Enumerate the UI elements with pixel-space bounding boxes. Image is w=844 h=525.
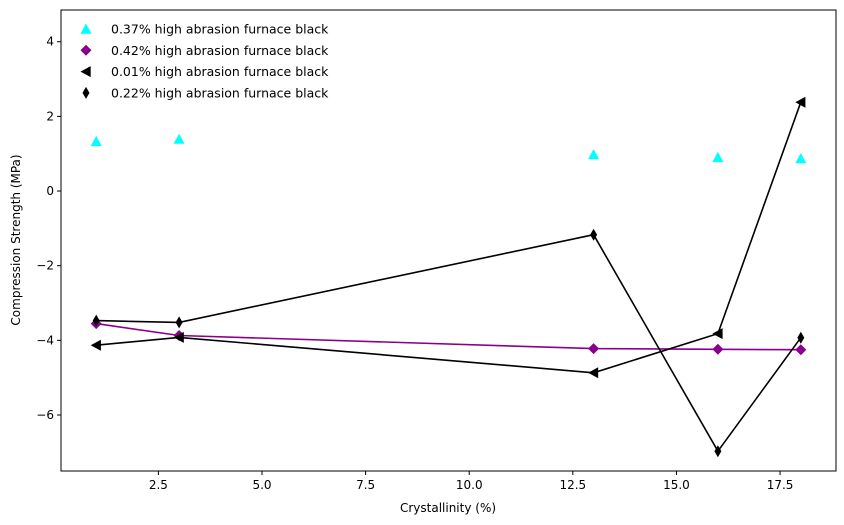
data-point (175, 316, 183, 329)
legend-label: 0.01% high abrasion furnace black (111, 64, 329, 79)
series-line (96, 233, 802, 453)
data-point (92, 314, 100, 327)
x-tick-label: 10.0 (456, 478, 483, 492)
x-axis-ticks: 2.5 5.0 7.5 10.0 12.5 15.0 17.5 (149, 471, 794, 492)
legend-item: 0.01% high abrasion furnace black (80, 64, 329, 79)
series-4 (92, 228, 805, 458)
legend-item: 0.37% high abrasion furnace black (80, 22, 329, 37)
data-point (795, 344, 807, 356)
x-tick-label: 5.0 (252, 478, 271, 492)
plot-frame (60, 9, 837, 472)
x-tick-label: 17.5 (767, 478, 794, 492)
x-tick-label: 12.5 (559, 478, 586, 492)
series-line (96, 101, 802, 374)
plot-area (60, 9, 837, 472)
y-tick-label: −6 (36, 408, 54, 422)
data-point (90, 339, 101, 351)
series-layer (90, 96, 807, 458)
y-axis-ticks: −6 −4 −2 0 2 4 (36, 35, 61, 422)
y-tick-label: 4 (46, 35, 54, 49)
data-point (173, 133, 185, 144)
x-axis-label: Crystallinity (%) (400, 501, 496, 515)
legend-item: 0.22% high abrasion furnace black (82, 85, 329, 100)
data-point (90, 135, 102, 147)
series-line (96, 322, 801, 351)
data-point (795, 153, 807, 164)
data-point (714, 445, 722, 458)
legend: 0.37% high abrasion furnace black 0.42% h… (80, 22, 329, 100)
y-tick-label: 2 (46, 109, 54, 123)
data-point (795, 96, 806, 108)
y-axis-label: Compression Strength (MPa) (9, 154, 23, 325)
y-tick-label: −4 (36, 333, 54, 347)
legend-label: 0.42% high abrasion furnace black (111, 43, 329, 58)
data-point (588, 149, 600, 160)
data-point (712, 151, 724, 163)
data-point (588, 367, 599, 379)
legend-marker (80, 44, 92, 56)
x-tick-label: 7.5 (356, 478, 375, 492)
legend-marker (80, 66, 91, 78)
data-point (590, 228, 598, 241)
data-point (712, 328, 723, 340)
y-tick-label: −2 (36, 259, 54, 273)
data-point (797, 331, 805, 344)
y-tick-label: 0 (46, 184, 54, 198)
data-point (712, 343, 724, 355)
legend-marker (82, 86, 90, 99)
series-3 (90, 96, 806, 379)
legend-label: 0.37% high abrasion furnace black (111, 22, 329, 37)
legend-item: 0.42% high abrasion furnace black (80, 43, 329, 58)
legend-label: 0.22% high abrasion furnace black (111, 85, 329, 100)
x-tick-label: 2.5 (149, 478, 168, 492)
data-point (588, 343, 600, 355)
data-point (173, 331, 184, 343)
series-1 (90, 133, 807, 164)
x-tick-label: 15.0 (663, 478, 690, 492)
legend-marker (80, 23, 92, 34)
series-2 (90, 318, 807, 356)
